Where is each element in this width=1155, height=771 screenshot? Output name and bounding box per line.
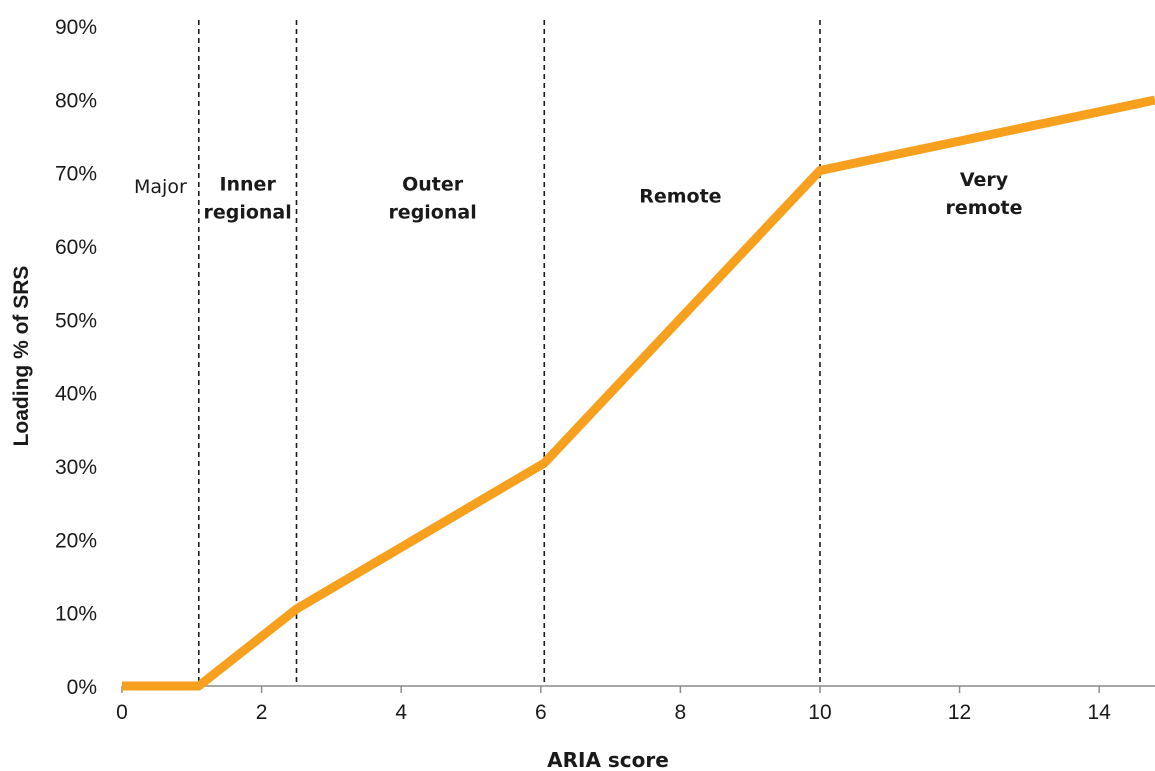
x-tick-label: 2	[256, 701, 268, 724]
x-tick-label: 8	[675, 701, 687, 724]
y-tick-label: 50%	[55, 309, 97, 332]
y-axis-ticks: 0% 10% 20% 30% 40% 50% 60% 70% 80% 90%	[55, 16, 97, 699]
region-label-line: remote	[945, 197, 1022, 219]
threshold-lines	[197, 20, 821, 686]
region-label: Outer regional	[388, 173, 476, 223]
y-tick-label: 0%	[67, 676, 97, 699]
region-label: Very remote	[945, 169, 1022, 219]
x-tick-label: 14	[1087, 701, 1111, 724]
region-label-line: regional	[203, 201, 291, 223]
y-tick-label: 30%	[55, 456, 97, 479]
region-label-line: regional	[388, 201, 476, 223]
x-tick-label: 4	[395, 701, 407, 724]
region-label-line: Outer	[402, 173, 464, 195]
x-tick-label: 6	[535, 701, 547, 724]
series-line	[122, 95, 1155, 691]
series-group	[122, 95, 1155, 691]
region-label-line: Very	[960, 169, 1009, 191]
region-labels: Major Inner regional Outer regional Remote Ver…	[134, 169, 1023, 223]
region-label: Inner regional	[203, 173, 291, 223]
y-tick-label: 60%	[55, 236, 97, 259]
y-tick-label: 40%	[55, 383, 97, 406]
y-axis-title: Loading % of SRS	[10, 266, 33, 447]
x-axis-title: ARIA score	[547, 748, 669, 771]
y-tick-label: 10%	[55, 603, 97, 626]
region-label: Major	[134, 176, 187, 198]
x-tick-label: 10	[808, 701, 831, 724]
x-tick-label: 0	[116, 701, 128, 724]
y-tick-label: 20%	[55, 529, 97, 552]
region-label-line: Inner	[219, 173, 276, 195]
y-tick-label: 90%	[55, 16, 97, 39]
x-axis-ticks: 0 2 4 6 8 10 12 14	[116, 686, 1111, 724]
y-tick-label: 70%	[55, 163, 97, 186]
x-tick-label: 12	[948, 701, 971, 724]
y-tick-label: 80%	[55, 89, 97, 112]
region-label: Remote	[639, 186, 721, 208]
region-label-line: Major	[134, 176, 187, 198]
region-label-line: Remote	[639, 186, 721, 208]
